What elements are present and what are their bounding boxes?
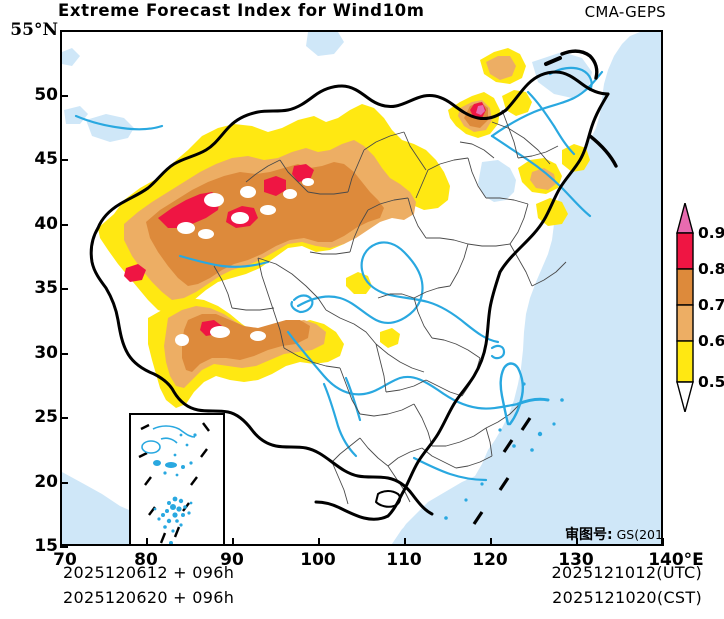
sea-islands (444, 382, 564, 520)
x-label-110: 110 (386, 550, 422, 570)
colorbar-graphic (676, 203, 694, 412)
map-canvas (62, 32, 661, 544)
y-tick-25 (60, 417, 68, 419)
country-border-layer (89, 49, 618, 525)
footer-valid-cst: 2025121020(CST) (552, 588, 702, 607)
y-tick-50 (60, 94, 68, 97)
footer-valid-utc: 2025121012(UTC) (551, 563, 702, 582)
y-label-40: 40 (34, 213, 58, 234)
colorbar-label-0.9: 0.9 (698, 224, 724, 242)
y-tick-20 (60, 481, 68, 484)
inset-map-canvas (131, 415, 223, 544)
river-layer (74, 66, 604, 482)
y-tick-30 (60, 352, 68, 355)
efi-below-threshold-holes (175, 178, 314, 346)
x-label-70: 70 (53, 550, 77, 570)
colorbar-segment-0.5-0.6 (676, 340, 694, 383)
footer-init-utc: 2025120612 + 096h (63, 563, 235, 582)
colorbar-label-0.6: 0.6 (698, 332, 724, 350)
x-tick-140 (662, 538, 664, 546)
x-tick-70 (60, 538, 62, 546)
colorbar-arrow-bottom (676, 381, 694, 412)
x-label-120: 120 (472, 550, 508, 570)
colorbar-segment-0.7-0.8 (676, 268, 694, 306)
x-tick-120 (490, 538, 492, 546)
y-label-35: 35 (34, 278, 58, 298)
water-features (62, 48, 80, 66)
y-label-25: 25 (34, 407, 58, 427)
x-tick-130 (576, 538, 578, 546)
x-tick-90 (232, 538, 234, 546)
efi-band-0.9 (476, 105, 485, 115)
model-label: CMA-GEPS (584, 3, 666, 21)
page-title: Extreme Forecast Index for Wind10m (58, 1, 425, 20)
colorbar (676, 203, 694, 412)
y-tick-40 (60, 223, 68, 226)
footer-init-cst: 2025120620 + 096h (63, 588, 235, 607)
colorbar-segment-0.6-0.7 (676, 304, 694, 342)
x-label-90: 90 (220, 550, 244, 570)
y-label-15: 15 (34, 536, 58, 556)
map-plot-area: 1:40000000 审图号: GS(2019) 1786 1:20000000 (60, 30, 663, 546)
map-approval-number: 审图号: GS(2019) 1786 1:20000000 (565, 526, 663, 546)
y-label-50: 50 (34, 84, 58, 105)
map-approval-label: 审图号: (565, 527, 613, 543)
inset-map-south-china-sea: 1:40000000 (129, 413, 225, 544)
map-approval-scale: 1:20000000 (565, 545, 663, 546)
x-label-130: 130 (558, 550, 594, 570)
y-label-45: 45 (34, 149, 58, 169)
y-tick-55 (60, 30, 68, 32)
y-label-20: 20 (34, 471, 58, 492)
x-label-80: 80 (134, 550, 158, 570)
colorbar-arrow-top (676, 203, 694, 234)
colorbar-label-0.5: 0.5 (698, 373, 724, 391)
x-label-100: 100 (300, 550, 336, 570)
y-tick-45 (60, 159, 68, 161)
x-tick-80 (146, 538, 148, 546)
x-tick-100 (318, 538, 320, 546)
colorbar-label-0.7: 0.7 (698, 296, 724, 314)
y-tick-15 (60, 546, 68, 548)
y-tick-35 (60, 288, 68, 290)
x-tick-110 (404, 538, 406, 546)
map-approval-code: GS(2019) 1786 (616, 527, 663, 542)
colorbar-segment-0.8-0.9 (676, 232, 694, 270)
x-label-140: 140°E (648, 550, 704, 570)
y-label-55: 55°N (10, 20, 58, 40)
y-label-30: 30 (34, 342, 58, 363)
province-border-layer (213, 109, 567, 505)
colorbar-label-0.8: 0.8 (698, 260, 724, 278)
